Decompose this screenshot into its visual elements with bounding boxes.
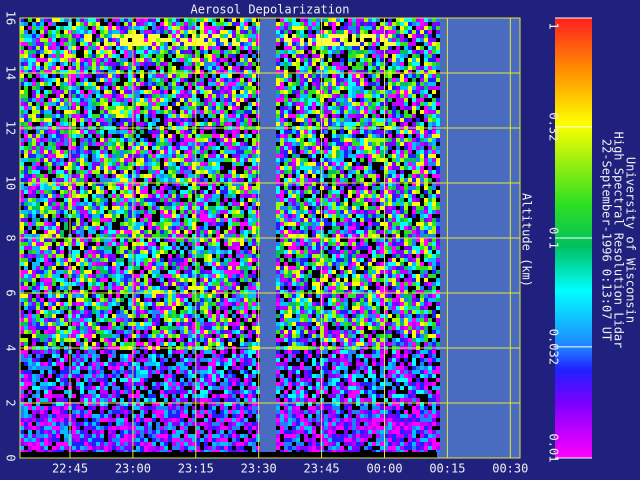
colorbar-tick-label: 1 bbox=[547, 22, 561, 29]
colorbar-tick-label: 0.1 bbox=[547, 227, 561, 249]
x-tick-label: 22:45 bbox=[52, 462, 88, 476]
annotation: University of Wisconsin bbox=[624, 157, 638, 323]
y-tick-label: 8 bbox=[4, 234, 18, 241]
x-tick-label: 00:30 bbox=[492, 462, 528, 476]
y-tick-label: 16 bbox=[4, 11, 18, 25]
y-tick-label: 12 bbox=[4, 121, 18, 135]
annotation: High Spectral Resolution Lidar bbox=[612, 132, 626, 349]
y-tick-label: 0 bbox=[4, 454, 18, 461]
axes: 0 2 4 6 8 10 12 14 16 22:45 23:00 23:15 23:30 23:45 00… bbox=[4, 11, 529, 476]
y-tick-label: 2 bbox=[4, 399, 18, 406]
colorbar-tick-label: 0.032 bbox=[547, 329, 561, 365]
x-tick-label: 23:15 bbox=[178, 462, 214, 476]
chart-title: Aerosol Depolarization bbox=[191, 3, 350, 17]
lidar-field bbox=[20, 18, 440, 454]
colorbar-tick-label: 0.32 bbox=[547, 112, 561, 141]
annotation: 22-September-1996 0:13:07 UT bbox=[600, 139, 614, 341]
y-axis-label: Altitude (km) bbox=[520, 193, 534, 287]
x-tick-label: 00:00 bbox=[366, 462, 402, 476]
colorbar-tick-label: 0.01 bbox=[547, 434, 561, 463]
y-tick-label: 14 bbox=[4, 66, 18, 80]
x-tick-label: 23:00 bbox=[115, 462, 151, 476]
x-tick-label: 23:45 bbox=[304, 462, 340, 476]
y-tick-label: 10 bbox=[4, 176, 18, 190]
y-tick-label: 4 bbox=[4, 344, 18, 351]
ground-strip bbox=[20, 452, 437, 458]
x-tick-label: 23:30 bbox=[241, 462, 277, 476]
y-tick-label: 6 bbox=[4, 289, 18, 296]
x-tick-label: 00:15 bbox=[429, 462, 465, 476]
